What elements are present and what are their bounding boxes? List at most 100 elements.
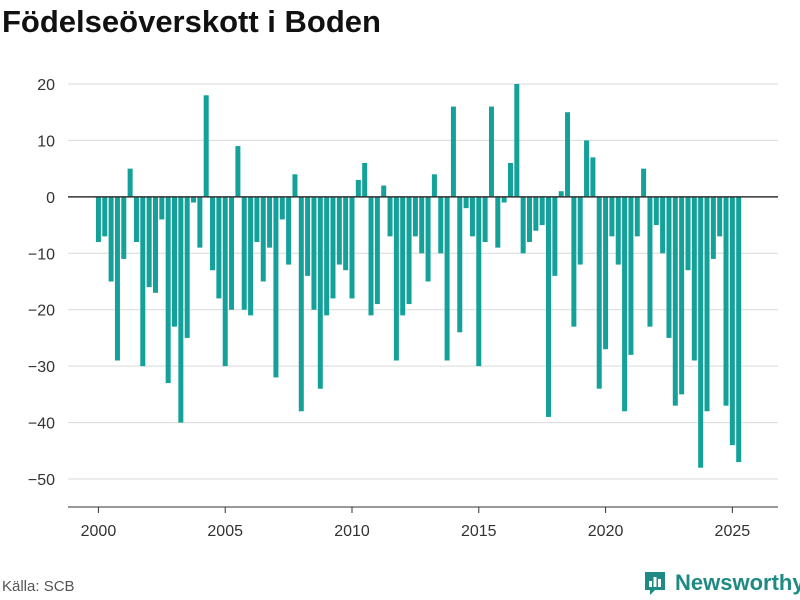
bar [679, 196, 685, 395]
y-tick-label: 0 [46, 190, 55, 207]
bar [406, 196, 412, 305]
bar [565, 112, 571, 197]
bar [584, 140, 590, 197]
bar [628, 196, 634, 355]
bar [336, 196, 342, 265]
x-tick-label: 2005 [207, 523, 243, 540]
x-tick-label: 2025 [715, 523, 751, 540]
bar [501, 196, 507, 203]
bar [127, 168, 133, 197]
bar [178, 196, 184, 423]
bar [691, 196, 697, 361]
bar [596, 196, 602, 389]
bar [267, 196, 273, 248]
bar [298, 196, 304, 412]
bar [102, 196, 108, 237]
bar [159, 196, 165, 220]
bar [615, 196, 621, 265]
bar [527, 196, 532, 242]
bar [393, 196, 399, 361]
bar [603, 196, 609, 350]
bar [672, 196, 678, 406]
bar [590, 157, 596, 197]
bar [349, 196, 355, 299]
bar [520, 196, 526, 254]
bars [95, 84, 742, 468]
bar [368, 196, 374, 316]
x-tick-label: 2000 [81, 523, 117, 540]
bar [653, 196, 659, 226]
bar [381, 185, 387, 197]
bar [431, 174, 437, 197]
bar [374, 196, 380, 305]
bar [412, 196, 418, 237]
bar [184, 196, 190, 338]
bar [387, 196, 393, 237]
bar [634, 196, 640, 237]
bar [152, 196, 158, 293]
bar [330, 196, 336, 299]
bar [108, 196, 114, 282]
x-tick-label: 2020 [588, 523, 624, 540]
y-tick-label: 20 [37, 77, 55, 94]
brand-name: Newsworthy [675, 570, 800, 595]
bar [292, 174, 298, 197]
bar [419, 196, 425, 254]
bar [609, 196, 615, 237]
bar [450, 106, 456, 197]
bar [476, 196, 482, 367]
bar [704, 196, 710, 412]
bar [355, 179, 361, 197]
bar [488, 106, 494, 197]
bar [191, 196, 197, 203]
bar [273, 196, 279, 378]
bar [241, 196, 247, 310]
bar [507, 163, 513, 197]
bar [463, 196, 469, 209]
x-tick-label: 2010 [334, 523, 370, 540]
newsworthy-logo[interactable]: Newsworthy [643, 568, 800, 598]
bar [717, 196, 723, 237]
bar [248, 196, 254, 316]
bar [698, 196, 704, 468]
y-tick-label: −40 [28, 416, 55, 433]
bar [558, 191, 564, 197]
bar [197, 196, 203, 248]
bar [222, 196, 228, 367]
bar [660, 196, 666, 254]
bar [343, 196, 349, 271]
bar [444, 196, 450, 361]
bar [641, 168, 647, 197]
y-axis-ticks: 20 10 0 −10 −20 −30 −40 −50 [28, 77, 55, 489]
bar [457, 196, 463, 333]
bar [235, 146, 241, 197]
bar-chart-logo-icon [645, 572, 665, 595]
bar [133, 196, 139, 242]
bar [311, 196, 317, 310]
bar [279, 196, 285, 220]
y-tick-label: −20 [28, 303, 55, 320]
bar [172, 196, 177, 327]
bar [533, 196, 539, 231]
bar [729, 196, 735, 446]
bar [723, 196, 729, 406]
bar [736, 196, 742, 463]
x-axis-ticks: 2000 2005 2010 2015 2020 2025 [81, 507, 751, 540]
bar [140, 196, 146, 367]
bar [622, 196, 628, 412]
bar [324, 196, 330, 316]
bar [685, 196, 691, 271]
bar [710, 196, 716, 259]
bar [254, 196, 260, 242]
bar [469, 196, 475, 237]
bar [577, 196, 583, 265]
bar [482, 196, 488, 242]
bar [362, 163, 368, 197]
bar [647, 196, 653, 327]
bar [203, 95, 209, 197]
y-tick-label: −30 [28, 359, 55, 376]
bar [400, 196, 406, 316]
bar [438, 196, 444, 254]
bar [286, 196, 292, 265]
bar [546, 196, 552, 417]
